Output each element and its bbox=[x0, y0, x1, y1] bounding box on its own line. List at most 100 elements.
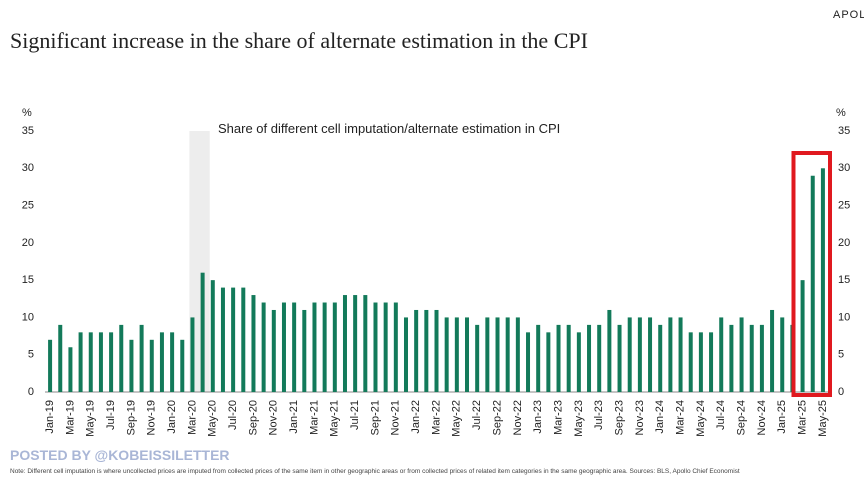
x-tick-label: Sep-19 bbox=[125, 400, 137, 435]
bar bbox=[88, 332, 93, 392]
y2-tick-label: 10 bbox=[838, 311, 850, 323]
y-tick-label: 20 bbox=[22, 237, 34, 249]
bar bbox=[576, 332, 581, 392]
x-tick-label: Jan-20 bbox=[166, 400, 178, 434]
x-tick-label: May-25 bbox=[817, 400, 829, 437]
bar bbox=[292, 302, 297, 392]
bar bbox=[698, 332, 703, 392]
x-tick-label: Sep-23 bbox=[613, 400, 625, 435]
bar bbox=[68, 347, 73, 392]
bar bbox=[180, 339, 185, 392]
bar bbox=[261, 302, 266, 392]
bar bbox=[566, 324, 571, 392]
x-tick-label: May-19 bbox=[85, 400, 97, 437]
bar bbox=[241, 287, 246, 392]
bar bbox=[170, 332, 175, 392]
x-tick-label: Mar-23 bbox=[552, 400, 564, 435]
bar bbox=[465, 317, 470, 392]
x-tick-label: Mar-21 bbox=[308, 400, 320, 435]
bar bbox=[353, 295, 358, 392]
y-tick-label: 0 bbox=[28, 386, 34, 398]
bar bbox=[312, 302, 317, 392]
bar bbox=[627, 317, 632, 392]
bar bbox=[688, 332, 693, 392]
watermark: POSTED BY @KOBEISSILETTER bbox=[10, 447, 230, 463]
bar bbox=[729, 324, 734, 392]
bar bbox=[597, 324, 602, 392]
bar bbox=[709, 332, 714, 392]
bar bbox=[342, 295, 347, 392]
bar bbox=[251, 295, 256, 392]
y2-tick-label: 30 bbox=[838, 162, 850, 174]
bar bbox=[363, 295, 368, 392]
x-tick-label: Nov-24 bbox=[756, 400, 768, 435]
bar bbox=[648, 317, 653, 392]
bar bbox=[383, 302, 388, 392]
bar bbox=[810, 175, 815, 392]
bar bbox=[414, 309, 419, 392]
chart-title: Significant increase in the share of alt… bbox=[10, 28, 588, 53]
y-tick-label: 10 bbox=[22, 311, 34, 323]
bar bbox=[109, 332, 114, 392]
bar bbox=[48, 339, 53, 392]
bar bbox=[444, 317, 449, 392]
x-tick-label: Mar-20 bbox=[186, 400, 198, 435]
x-tick-label: Jul-20 bbox=[227, 400, 239, 430]
x-tick-label: Jan-25 bbox=[776, 400, 788, 434]
bar bbox=[58, 324, 63, 392]
x-tick-label: Jul-22 bbox=[471, 400, 483, 430]
bar bbox=[637, 317, 642, 392]
bar bbox=[780, 317, 785, 392]
bar bbox=[800, 280, 805, 392]
x-tick-label: Jul-21 bbox=[349, 400, 361, 430]
x-tick-label: Nov-22 bbox=[512, 400, 524, 435]
x-tick-label: Jan-22 bbox=[410, 400, 422, 434]
y2-tick-label: 5 bbox=[838, 349, 844, 361]
x-tick-label: Nov-23 bbox=[634, 400, 646, 435]
x-tick-label: Mar-19 bbox=[64, 400, 76, 435]
x-tick-label: Nov-21 bbox=[390, 400, 402, 435]
bar bbox=[658, 324, 663, 392]
bar bbox=[210, 280, 215, 392]
bar bbox=[475, 324, 480, 392]
x-tick-label: Sep-20 bbox=[247, 400, 259, 435]
y2-tick-label: 25 bbox=[838, 199, 850, 211]
bar bbox=[220, 287, 225, 392]
bar bbox=[739, 317, 744, 392]
x-tick-label: Sep-22 bbox=[491, 400, 503, 435]
bar bbox=[749, 324, 754, 392]
bar bbox=[587, 324, 592, 392]
x-tick-label: May-22 bbox=[451, 400, 463, 437]
x-tick-label: Jan-19 bbox=[44, 400, 56, 434]
bar bbox=[149, 339, 154, 392]
x-tick-label: Jan-24 bbox=[654, 400, 666, 434]
bar bbox=[159, 332, 164, 392]
subtitle: Share of different cell imputation/alter… bbox=[218, 121, 560, 136]
x-tick-label: Jul-23 bbox=[593, 400, 605, 430]
y2-tick-label: 35 bbox=[838, 125, 850, 137]
bar bbox=[526, 332, 531, 392]
y2-tick-label: 15 bbox=[838, 274, 850, 286]
x-tick-label: Jul-24 bbox=[715, 400, 727, 430]
bar bbox=[281, 302, 286, 392]
bar bbox=[434, 309, 439, 392]
x-tick-label: Jan-21 bbox=[288, 400, 300, 434]
x-tick-label: May-24 bbox=[695, 400, 707, 437]
y2-tick-label: 20 bbox=[838, 237, 850, 249]
y-tick-label: 25 bbox=[22, 199, 34, 211]
bar bbox=[332, 302, 337, 392]
x-tick-label: Sep-21 bbox=[369, 400, 381, 435]
x-tick-label: May-23 bbox=[573, 400, 585, 437]
brand: APOLLO bbox=[833, 9, 864, 21]
x-tick-label: Nov-20 bbox=[268, 400, 280, 435]
note: Note: Different cell imputation is where… bbox=[10, 468, 740, 475]
x-tick-label: Mar-25 bbox=[796, 400, 808, 435]
bar bbox=[78, 332, 83, 392]
bar bbox=[302, 309, 307, 392]
bar bbox=[393, 302, 398, 392]
bar bbox=[190, 317, 195, 392]
bar bbox=[678, 317, 683, 392]
x-tick-label: May-20 bbox=[207, 400, 219, 437]
x-tick-label: Jan-23 bbox=[532, 400, 544, 434]
